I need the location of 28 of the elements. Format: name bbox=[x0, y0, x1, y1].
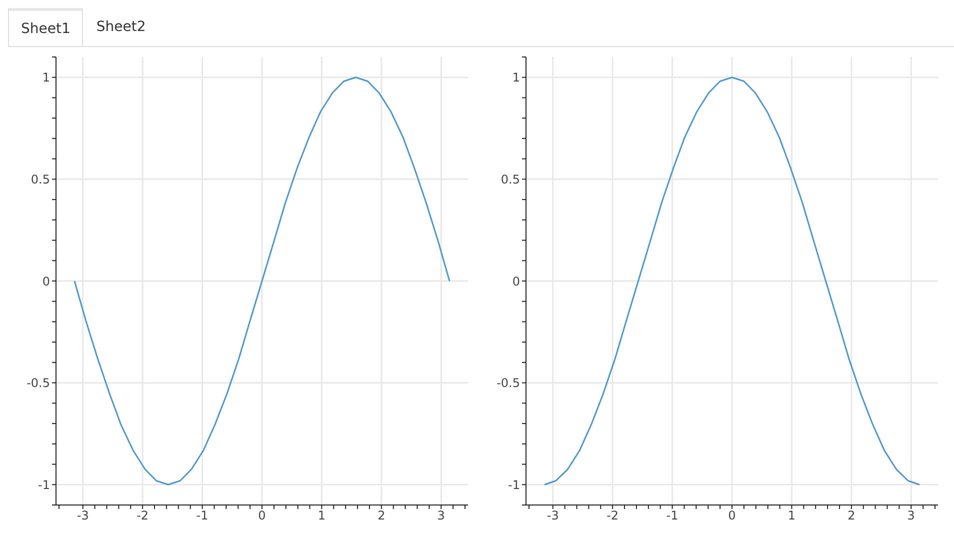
y-tick-label: 0.5 bbox=[30, 172, 50, 186]
x-tick-label: 1 bbox=[788, 508, 796, 523]
y-tick-label: 0.5 bbox=[500, 172, 520, 186]
line-series bbox=[74, 76, 450, 486]
x-tick-label: -3 bbox=[546, 508, 559, 523]
x-tick-label: -1 bbox=[666, 508, 678, 523]
y-tick-label: -0.5 bbox=[496, 376, 520, 390]
x-tick-label: -2 bbox=[136, 508, 149, 523]
y-tick-label: 1 bbox=[42, 70, 50, 85]
y-tick-label: 0 bbox=[42, 274, 50, 288]
x-tick-label: 3 bbox=[907, 508, 915, 523]
x-tick-label: 3 bbox=[437, 508, 445, 523]
x-tick-label: 2 bbox=[378, 508, 386, 523]
text: Sheet2 bbox=[83, 8, 159, 46]
x-tick-label: 0 bbox=[728, 508, 736, 523]
line-series bbox=[544, 76, 920, 486]
x-tick-label: 2 bbox=[848, 508, 856, 523]
x-tick-label: 1 bbox=[318, 508, 326, 523]
y-tick-label: -1 bbox=[508, 478, 520, 492]
text: Sheet1 bbox=[8, 8, 84, 46]
y-tick-label: -1 bbox=[38, 478, 50, 492]
y-tick-label: -0.5 bbox=[26, 376, 50, 390]
x-tick-label: -3 bbox=[76, 508, 89, 523]
x-tick-label: 0 bbox=[258, 508, 266, 523]
y-tick-label: 0 bbox=[512, 274, 520, 288]
y-tick-label: 1 bbox=[512, 70, 520, 85]
x-tick-label: -2 bbox=[606, 508, 619, 523]
x-tick-label: -1 bbox=[196, 508, 208, 523]
